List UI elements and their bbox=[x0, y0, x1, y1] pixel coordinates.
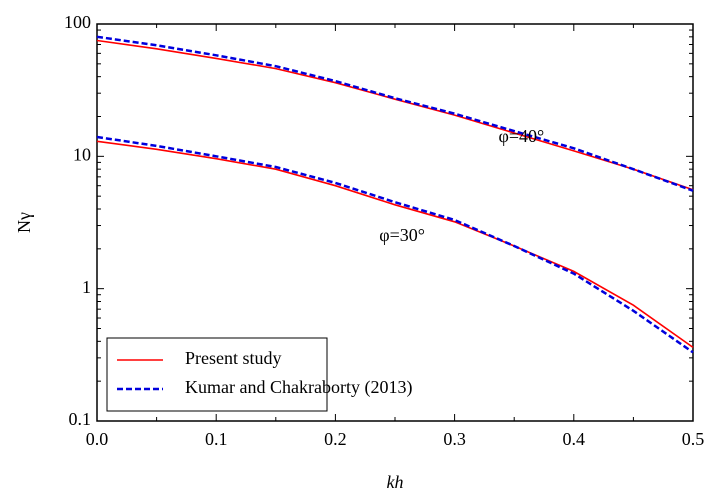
y-tick-label: 10 bbox=[73, 144, 91, 164]
x-tick-label: 0.0 bbox=[86, 429, 109, 449]
y-tick-label: 0.1 bbox=[69, 409, 92, 429]
x-tick-label: 0.1 bbox=[205, 429, 228, 449]
line bbox=[96, 39, 694, 191]
line bbox=[96, 35, 694, 192]
legend-label: Present study bbox=[185, 348, 282, 368]
x-tick-label: 0.3 bbox=[443, 429, 466, 449]
line bbox=[96, 140, 694, 349]
y-axis-label: Nγ bbox=[14, 212, 34, 233]
x-tick-label: 0.5 bbox=[682, 429, 705, 449]
x-axis-label: kh bbox=[387, 472, 404, 492]
legend-label: Kumar and Chakraborty (2013) bbox=[185, 377, 412, 398]
y-tick-label: 1 bbox=[82, 277, 91, 297]
y-tick-label: 100 bbox=[64, 12, 91, 32]
legend-box bbox=[106, 337, 328, 412]
annotation: φ=30° bbox=[379, 225, 425, 245]
x-tick-label: 0.4 bbox=[563, 429, 586, 449]
x-tick-label: 0.2 bbox=[324, 429, 347, 449]
annotation: φ=40° bbox=[498, 126, 544, 146]
line bbox=[96, 135, 694, 354]
